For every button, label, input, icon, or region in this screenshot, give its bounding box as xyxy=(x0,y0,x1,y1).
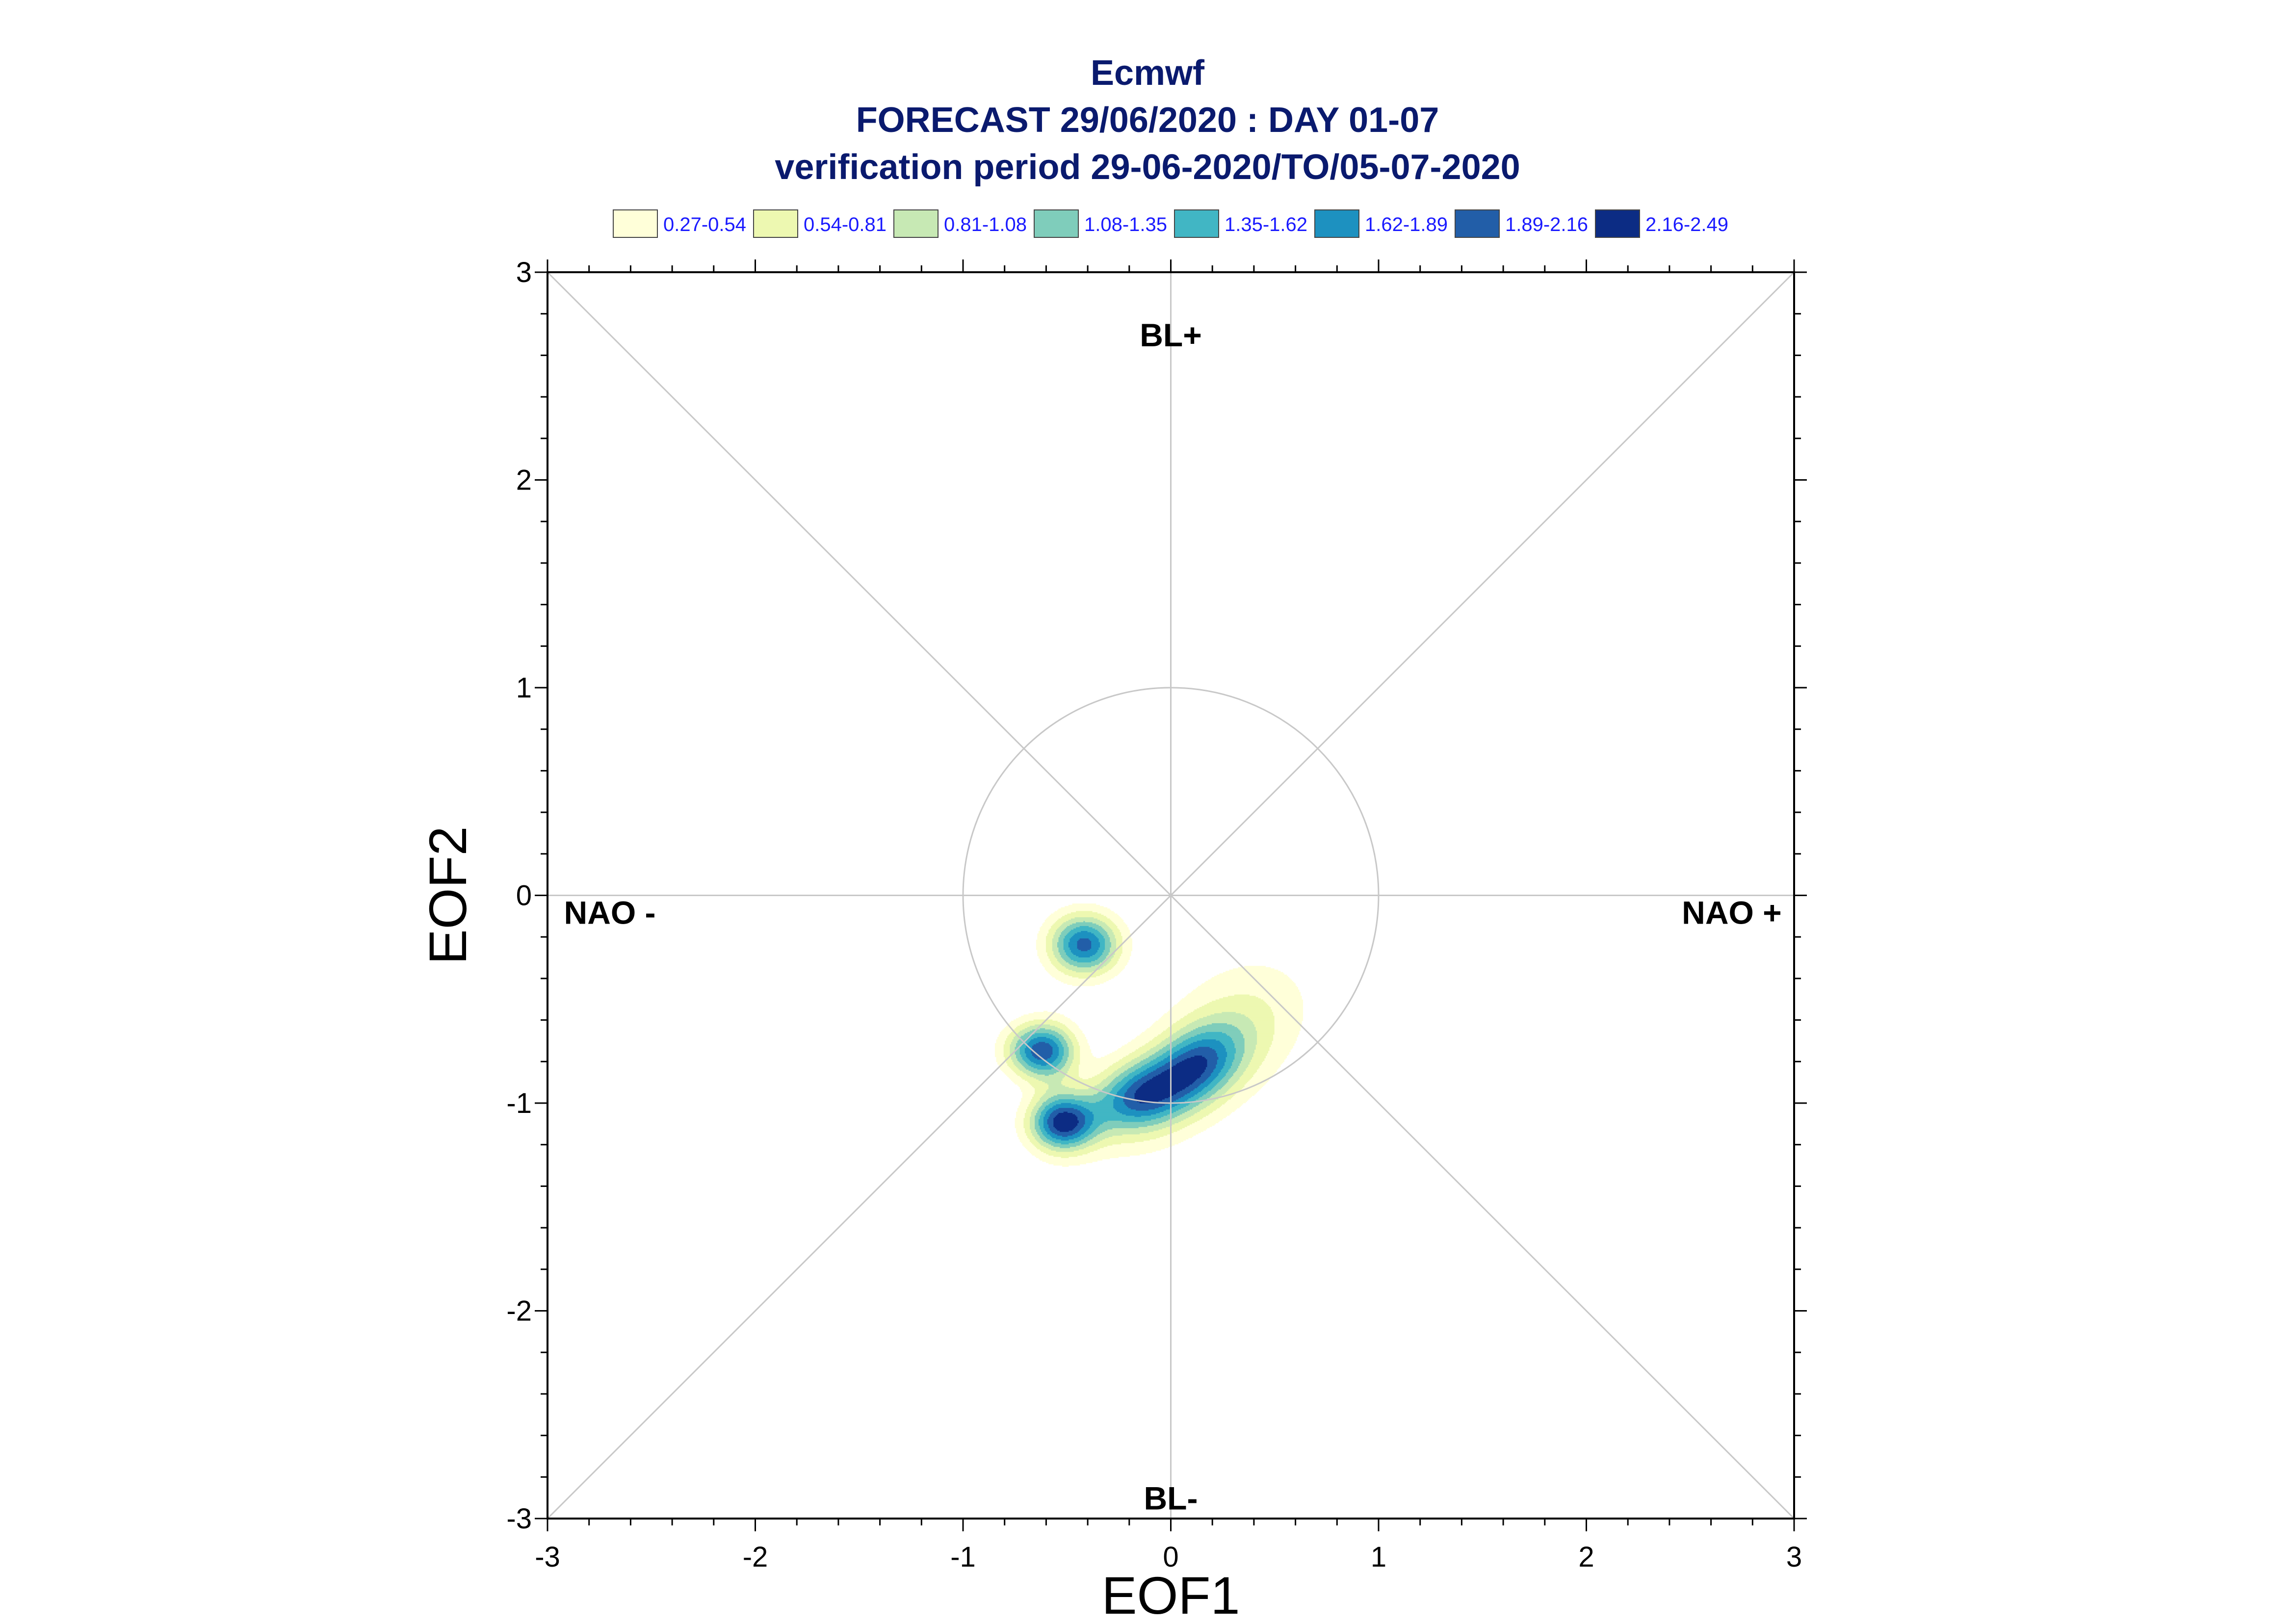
legend-swatch xyxy=(753,209,798,238)
x-tick-label: 1 xyxy=(1371,1541,1386,1573)
x-tick-label: -2 xyxy=(743,1541,768,1573)
legend-label: 0.27-0.54 xyxy=(663,214,746,235)
legend-label: 0.54-0.81 xyxy=(804,214,887,235)
legend-label: 0.81-1.08 xyxy=(944,214,1027,235)
legend-swatch xyxy=(1034,209,1079,238)
y-tick-label: -3 xyxy=(506,1503,532,1535)
legend-label: 1.62-1.89 xyxy=(1365,214,1448,235)
y-axis-label: EOF2 xyxy=(418,826,477,964)
regime-label: BL- xyxy=(1144,1480,1198,1517)
legend-label: 1.35-1.62 xyxy=(1225,214,1307,235)
legend-swatch xyxy=(1455,209,1500,238)
legend-item: 1.35-1.62 xyxy=(1174,209,1307,238)
legend-swatch xyxy=(1595,209,1640,238)
y-tick-label: 0 xyxy=(516,880,532,912)
legend-label: 2.16-2.49 xyxy=(1645,214,1728,235)
y-tick-label: 1 xyxy=(516,672,532,704)
legend-item: 1.62-1.89 xyxy=(1314,209,1448,238)
legend-swatch xyxy=(1174,209,1219,238)
y-tick-label: 2 xyxy=(516,464,532,496)
regime-label: NAO - xyxy=(564,894,656,930)
y-tick-label: -1 xyxy=(506,1087,532,1119)
x-tick-label: 0 xyxy=(1163,1541,1178,1573)
chart-title-line: Ecmwf xyxy=(1091,53,1205,93)
x-tick-label: -1 xyxy=(950,1541,976,1573)
legend-swatch xyxy=(613,209,658,238)
y-tick-label: -2 xyxy=(506,1295,532,1327)
y-tick-label: 3 xyxy=(516,257,532,288)
legend-item: 1.89-2.16 xyxy=(1455,209,1588,238)
chart-title-line: verification period 29-06-2020/TO/05-07-… xyxy=(775,148,1520,187)
density-level-8 xyxy=(1053,1056,1207,1132)
legend-label: 1.89-2.16 xyxy=(1505,214,1588,235)
regime-label: BL+ xyxy=(1140,317,1202,353)
legend-item: 1.08-1.35 xyxy=(1034,209,1167,238)
regime-label: NAO + xyxy=(1682,894,1782,930)
legend-item: 0.27-0.54 xyxy=(613,209,746,238)
x-axis-label: EOF1 xyxy=(1101,1566,1240,1624)
unit-circle xyxy=(962,687,1380,1104)
x-tick-label: 2 xyxy=(1578,1541,1594,1573)
x-tick-label: 3 xyxy=(1786,1541,1802,1573)
legend-label: 1.08-1.35 xyxy=(1084,214,1167,235)
legend-item: 2.16-2.49 xyxy=(1595,209,1728,238)
legend-item: 0.81-1.08 xyxy=(893,209,1027,238)
legend-item: 0.54-0.81 xyxy=(753,209,887,238)
chart-title-line: FORECAST 29/06/2020 : DAY 01-07 xyxy=(856,101,1439,140)
legend-swatch xyxy=(1314,209,1359,238)
x-tick-label: -3 xyxy=(535,1541,560,1573)
legend-swatch xyxy=(893,209,939,238)
